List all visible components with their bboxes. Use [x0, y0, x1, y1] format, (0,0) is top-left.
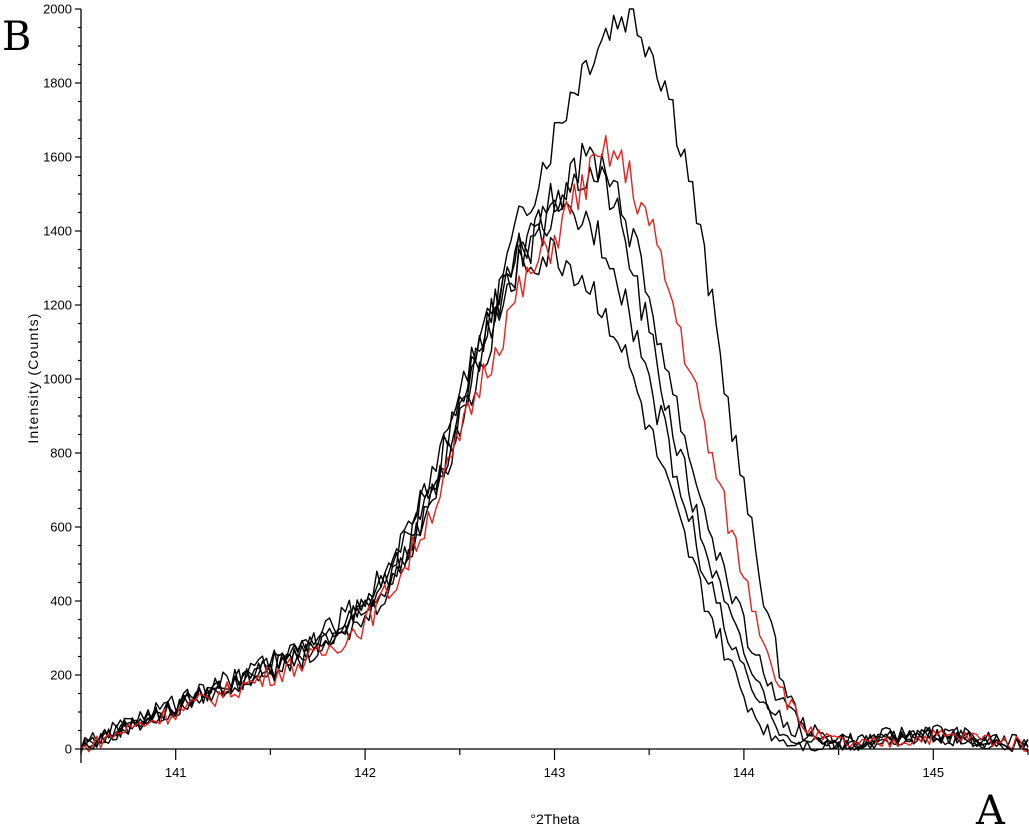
series-line-5	[80, 199, 1029, 751]
series-line-3	[80, 142, 1029, 751]
y-tick-label: 400	[50, 594, 72, 609]
y-tick-label: 200	[50, 668, 72, 683]
x-tick-label: 142	[354, 765, 376, 780]
x-ticks-group: 141 142 143 144 145	[80, 749, 1029, 780]
y-tick-label: 800	[50, 446, 72, 461]
x-tick-label: 144	[733, 765, 755, 780]
y-tick-label: 1400	[43, 224, 72, 239]
series-line-4	[80, 157, 1029, 753]
y-tick-label: 2000	[43, 2, 72, 17]
x-tick-label: 141	[165, 765, 187, 780]
y-tick-label: 600	[50, 520, 72, 535]
y-ticks-group: 0 200 400 600 800 1000 1200 1400 1600 1800 2000	[43, 2, 81, 757]
y-tick-label: 1800	[43, 76, 72, 91]
x-tick-label: 143	[544, 765, 566, 780]
y-tick-label: 1000	[43, 372, 72, 387]
y-tick-label: 0	[65, 742, 72, 757]
x-tick-label: 145	[922, 765, 944, 780]
y-tick-label: 1600	[43, 150, 72, 165]
panel-label-a: A	[975, 788, 1006, 829]
panel-label-b: B	[2, 14, 31, 60]
series-line-6	[80, 236, 1029, 753]
series-group	[80, 8, 1029, 753]
y-axis-title: Intensity (Counts)	[25, 312, 41, 443]
x-axis-title: °2Theta	[530, 811, 579, 827]
series-line-1	[80, 8, 1029, 748]
series-line-2	[80, 134, 1029, 753]
y-tick-label: 1200	[43, 298, 72, 313]
